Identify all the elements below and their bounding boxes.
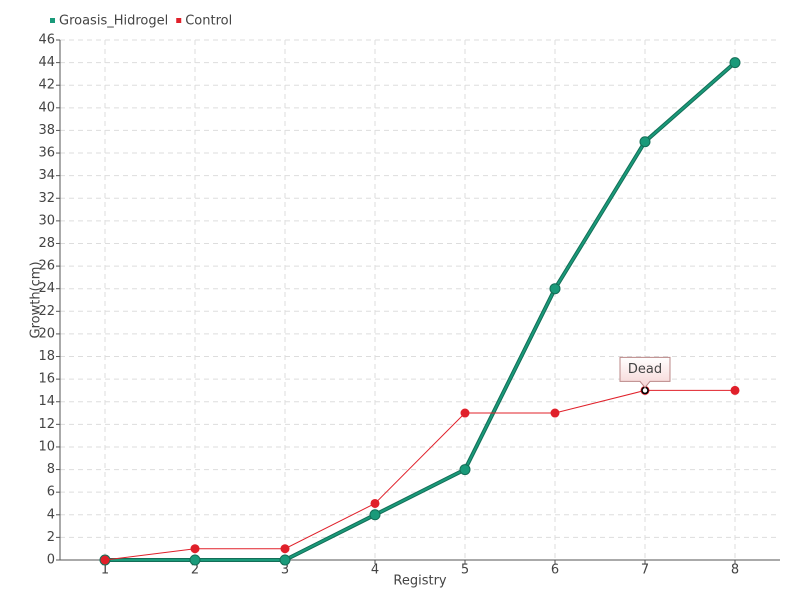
legend-label: Control <box>185 14 232 29</box>
data-point <box>100 555 110 565</box>
y-tick-label: 28 <box>38 236 55 251</box>
y-tick-label: 16 <box>38 372 55 387</box>
data-point <box>189 554 201 566</box>
y-tick-label: 22 <box>38 304 55 319</box>
data-point <box>549 283 561 295</box>
y-axis-label: Growth(cm) <box>29 261 44 338</box>
y-tick-label: 42 <box>38 78 55 93</box>
y-tick-label: 14 <box>38 394 55 409</box>
annotation-marker <box>641 386 649 395</box>
y-tick-label: 6 <box>47 485 55 500</box>
legend-swatch <box>176 18 182 23</box>
x-tick-label: 8 <box>731 563 739 578</box>
y-tick-label: 12 <box>38 417 55 432</box>
y-tick-label: 18 <box>38 349 55 364</box>
data-point <box>639 136 651 148</box>
x-tick-label: 5 <box>461 563 469 578</box>
legend-label: Groasis_Hidrogel <box>59 14 168 29</box>
y-tick-label: 30 <box>38 213 55 228</box>
y-tick-label: 40 <box>38 100 55 115</box>
y-tick-label: 34 <box>38 168 55 183</box>
data-point <box>460 408 470 418</box>
y-tick-label: 0 <box>47 553 55 568</box>
data-point <box>550 408 560 418</box>
y-tick-label: 44 <box>38 55 55 70</box>
y-tick-label: 8 <box>47 462 55 477</box>
y-tick-label: 2 <box>47 530 55 545</box>
data-point <box>190 544 200 554</box>
data-point <box>279 554 291 566</box>
series-line <box>105 61 736 561</box>
y-tick-label: 10 <box>38 439 55 454</box>
annotation-text: Dead <box>628 362 662 377</box>
y-tick-label: 38 <box>38 123 55 138</box>
data-point <box>730 385 740 395</box>
y-tick-label: 24 <box>38 281 55 296</box>
series-line <box>104 389 735 561</box>
data-point <box>369 509 381 521</box>
data-point <box>729 57 741 69</box>
x-tick-label: 4 <box>371 563 379 578</box>
y-tick-label: 4 <box>47 507 55 522</box>
x-axis-label: Registry <box>393 574 447 589</box>
x-tick-label: 6 <box>551 563 559 578</box>
x-tick-label: 2 <box>191 563 199 578</box>
x-tick-label: 3 <box>281 563 289 578</box>
data-point <box>370 498 380 508</box>
data-point <box>459 464 471 476</box>
x-tick-label: 7 <box>641 563 649 578</box>
x-tick-label: 1 <box>101 563 109 578</box>
y-tick-label: 46 <box>38 33 55 48</box>
y-tick-label: 36 <box>38 146 55 161</box>
y-tick-label: 26 <box>38 259 55 274</box>
legend-swatch <box>50 18 55 23</box>
y-tick-label: 20 <box>38 326 55 341</box>
annotation-box <box>619 356 671 389</box>
y-tick-label: 32 <box>38 191 55 206</box>
data-point <box>280 544 290 554</box>
